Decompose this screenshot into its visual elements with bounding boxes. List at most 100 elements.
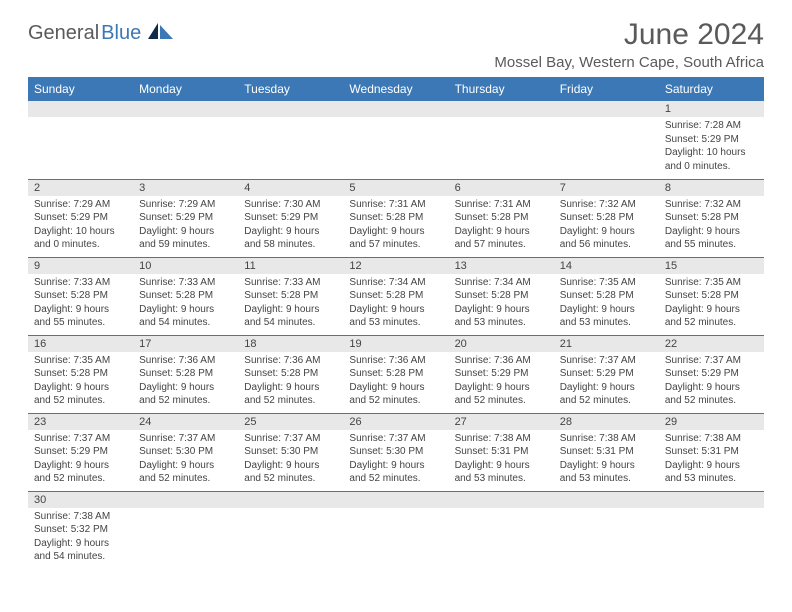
sunrise-line: Sunrise: 7:33 AM [34,276,127,290]
sunrise-line: Sunrise: 7:38 AM [560,432,653,446]
sunset-line: Sunset: 5:28 PM [455,289,548,303]
sunrise-label: Sunrise: [349,277,386,288]
weekday-header: Wednesday [343,77,448,101]
daylight-label: Daylight: [244,460,283,471]
daylight-label: Daylight: [139,382,178,393]
sunset-value: 5:30 PM [281,446,318,457]
daylight-line: Daylight: 9 hours and 53 minutes. [560,459,653,486]
sunset-line: Sunset: 5:28 PM [34,367,127,381]
sunrise-label: Sunrise: [349,199,386,210]
daylight-label: Daylight: [34,460,73,471]
calendar-cell: 12Sunrise: 7:34 AMSunset: 5:28 PMDayligh… [343,257,448,335]
sunrise-label: Sunrise: [139,199,176,210]
daylight-line: Daylight: 9 hours and 52 minutes. [665,303,758,330]
sunset-value: 5:28 PM [596,290,633,301]
sunset-value: 5:31 PM [702,446,739,457]
sunrise-value: 7:31 AM [494,199,531,210]
day-number-empty [238,101,343,117]
sunset-label: Sunset: [244,446,278,457]
day-number-empty [238,492,343,508]
sunrise-line: Sunrise: 7:28 AM [665,119,758,133]
sunset-line: Sunset: 5:30 PM [349,445,442,459]
day-number-empty [343,101,448,117]
sunset-line: Sunset: 5:29 PM [244,211,337,225]
sunrise-label: Sunrise: [665,120,702,131]
sunset-label: Sunset: [560,212,594,223]
calendar-cell: 28Sunrise: 7:38 AMSunset: 5:31 PMDayligh… [554,413,659,491]
calendar-cell [238,491,343,569]
day-body: Sunrise: 7:29 AMSunset: 5:29 PMDaylight:… [133,196,238,256]
calendar-cell: 4Sunrise: 7:30 AMSunset: 5:29 PMDaylight… [238,179,343,257]
sunset-value: 5:30 PM [176,446,213,457]
sunrise-line: Sunrise: 7:33 AM [244,276,337,290]
sunset-value: 5:28 PM [281,290,318,301]
sunset-value: 5:28 PM [596,212,633,223]
sunrise-value: 7:28 AM [704,120,741,131]
daylight-line: Daylight: 10 hours and 0 minutes. [34,225,127,252]
sunrise-value: 7:31 AM [389,199,426,210]
day-number: 10 [133,258,238,274]
sunset-label: Sunset: [665,212,699,223]
calendar-cell: 20Sunrise: 7:36 AMSunset: 5:29 PMDayligh… [449,335,554,413]
day-body: Sunrise: 7:35 AMSunset: 5:28 PMDaylight:… [659,274,764,334]
daylight-label: Daylight: [349,382,388,393]
sunrise-value: 7:37 AM [73,433,110,444]
daylight-line: Daylight: 9 hours and 52 minutes. [560,381,653,408]
sunrise-label: Sunrise: [455,355,492,366]
day-body: Sunrise: 7:37 AMSunset: 5:30 PMDaylight:… [133,430,238,490]
sunset-value: 5:29 PM [71,212,108,223]
sunset-label: Sunset: [665,368,699,379]
sunrise-value: 7:30 AM [284,199,321,210]
day-body: Sunrise: 7:37 AMSunset: 5:30 PM Daylight:… [238,430,343,490]
sunrise-label: Sunrise: [455,199,492,210]
sunset-label: Sunset: [139,368,173,379]
calendar-cell: 10Sunrise: 7:33 AMSunset: 5:28 PMDayligh… [133,257,238,335]
sunrise-line: Sunrise: 7:36 AM [244,354,337,368]
daylight-label: Daylight: [244,304,283,315]
daylight-label: Daylight: [455,460,494,471]
sunrise-value: 7:36 AM [179,355,216,366]
sunrise-line: Sunrise: 7:35 AM [34,354,127,368]
calendar-body: 1Sunrise: 7:28 AMSunset: 5:29 PMDaylight… [28,101,764,569]
sunrise-label: Sunrise: [139,433,176,444]
sunset-value: 5:28 PM [702,290,739,301]
sunset-label: Sunset: [139,290,173,301]
sunset-value: 5:29 PM [281,212,318,223]
sunrise-value: 7:38 AM [73,511,110,522]
sunrise-label: Sunrise: [139,277,176,288]
day-number: 27 [449,414,554,430]
sunrise-label: Sunrise: [34,511,71,522]
day-body: Sunrise: 7:38 AMSunset: 5:31 PMDaylight:… [659,430,764,490]
sunset-label: Sunset: [244,212,278,223]
sunset-value: 5:29 PM [71,446,108,457]
day-number: 25 [238,414,343,430]
sunset-value: 5:29 PM [702,134,739,145]
sunset-line: Sunset: 5:29 PM [665,367,758,381]
daylight-label: Daylight: [139,460,178,471]
sunrise-line: Sunrise: 7:37 AM [244,432,337,446]
daylight-label: Daylight: [244,382,283,393]
sunset-line: Sunset: 5:28 PM [455,211,548,225]
day-number-empty [343,492,448,508]
day-number: 7 [554,180,659,196]
sunset-value: 5:28 PM [176,368,213,379]
sunset-line: Sunset: 5:28 PM [349,211,442,225]
sunset-value: 5:28 PM [491,212,528,223]
calendar-cell: 21Sunrise: 7:37 AMSunset: 5:29 PMDayligh… [554,335,659,413]
sunset-label: Sunset: [455,446,489,457]
day-number: 4 [238,180,343,196]
calendar-cell [343,101,448,179]
sunset-line: Sunset: 5:29 PM [560,367,653,381]
calendar-table: SundayMondayTuesdayWednesdayThursdayFrid… [28,77,764,569]
sunset-value: 5:28 PM [491,290,528,301]
sunset-label: Sunset: [34,368,68,379]
sunrise-line: Sunrise: 7:37 AM [349,432,442,446]
sunset-value: 5:28 PM [71,368,108,379]
sunset-value: 5:28 PM [702,212,739,223]
sunrise-value: 7:33 AM [73,277,110,288]
sunset-line: Sunset: 5:31 PM [455,445,548,459]
day-number: 11 [238,258,343,274]
location-subtitle: Mossel Bay, Western Cape, South Africa [494,54,764,71]
sunset-value: 5:28 PM [386,368,423,379]
sunrise-line: Sunrise: 7:34 AM [349,276,442,290]
